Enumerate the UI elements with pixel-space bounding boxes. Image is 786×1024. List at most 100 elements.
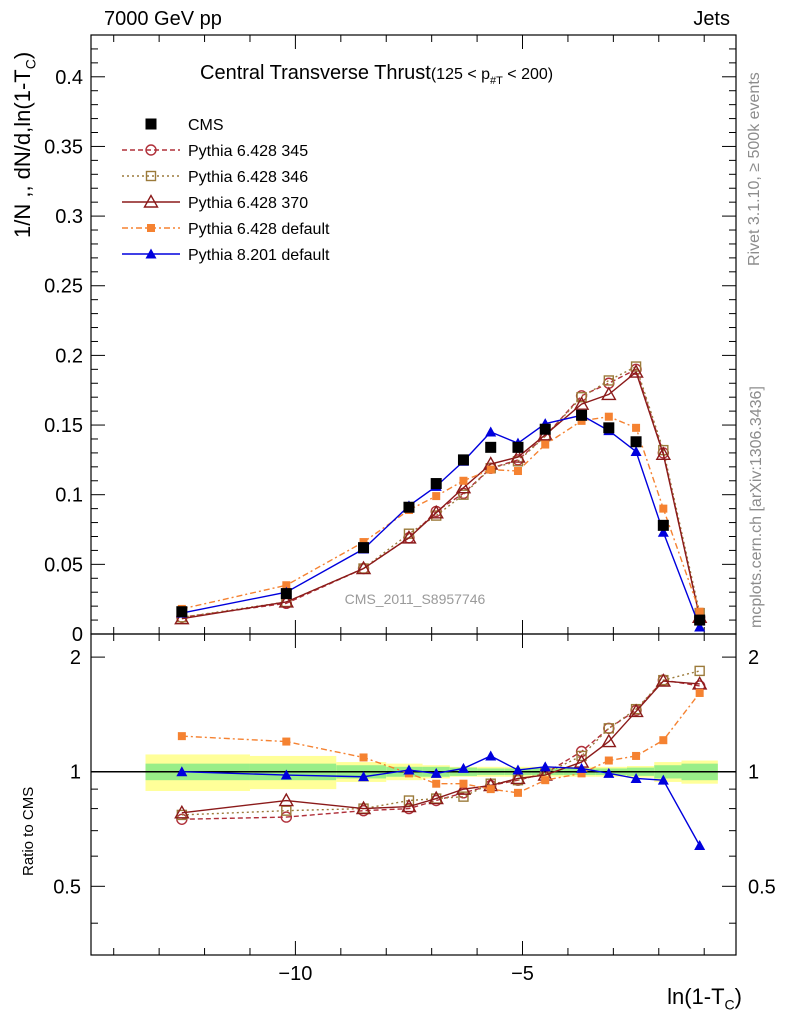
ratio-point-pythia-6-428-370 xyxy=(601,733,617,748)
chart-title-subscript: #T xyxy=(490,75,503,87)
legend-label-pythia-6-428-default: Pythia 6.428 default xyxy=(188,221,330,238)
x-axis-label: ln(1-TC) xyxy=(667,984,742,1012)
ratio-point-pythia-6-428-default xyxy=(513,788,522,797)
ratio-tick-label-left: 2 xyxy=(70,647,81,669)
point-pythia-6-428-default xyxy=(486,465,495,474)
distribution-panel: 0 0.05 0.1 0.15 0.2 0.25 0.3 0.35 0.4 CMS_2011_S8… xyxy=(44,34,737,646)
ratio-point-pythia-6-428-default xyxy=(604,756,613,765)
point-pythia-6-428-370 xyxy=(510,449,526,463)
y-tick-label: 0.3 xyxy=(55,206,83,228)
point-pythia-6-428-default xyxy=(513,467,522,476)
ratio-point-pythia-6-428-345 xyxy=(603,722,615,735)
y-tick-label: 0.1 xyxy=(55,485,83,507)
rivet-version-label: Rivet 3.1.10, ≥ 500k events xyxy=(746,72,763,266)
ratio-point-pythia-8-201-default xyxy=(358,771,370,782)
ratio-point-pythia-6-428-370 xyxy=(655,673,672,687)
x-tick-label: −10 xyxy=(278,963,312,985)
point-pythia-6-428-370 xyxy=(278,594,295,608)
y-axis-label-end: ) xyxy=(10,51,35,60)
legend-label-pythia-6-428-370: Pythia 6.428 370 xyxy=(188,195,308,212)
point-pythia-6-428-default xyxy=(459,476,468,485)
legend-label-cms: CMS xyxy=(188,117,224,134)
point-pythia-8-201-default xyxy=(485,426,497,437)
chart-title-suffix-end: < 200) xyxy=(502,66,554,83)
ratio-point-pythia-6-428-370 xyxy=(510,770,526,785)
ratio-point-pythia-6-428-default xyxy=(695,688,704,697)
ratio-panel-frame xyxy=(90,633,737,956)
ratio-point-pythia-6-428-default xyxy=(177,732,186,741)
ratio-point-pythia-6-428-370 xyxy=(628,703,644,718)
ratio-point-pythia-6-428-default xyxy=(432,779,441,788)
point-pythia-6-428-370 xyxy=(355,560,372,575)
ratio-point-pythia-8-201-default xyxy=(512,764,524,775)
ratio-point-pythia-8-201-default xyxy=(603,767,615,778)
legend-label-pythia-8-201-default: Pythia 8.201 default xyxy=(188,247,330,264)
ratio-tick-label-left: 1 xyxy=(70,762,81,784)
point-pythia-6-428-346 xyxy=(458,489,469,500)
ratio-point-pythia-6-428-default xyxy=(577,769,586,778)
ratio-point-pythia-8-201-default xyxy=(280,769,292,780)
ratio-line-pythia-6-428-346 xyxy=(181,670,700,816)
point-cms xyxy=(694,614,706,626)
ratio-point-pythia-8-201-default xyxy=(485,750,497,761)
point-pythia-6-428-default xyxy=(577,416,586,425)
analysis-watermark: CMS_2011_S8957746 xyxy=(345,591,486,607)
point-cms xyxy=(280,588,292,600)
ratio-point-pythia-8-201-default xyxy=(403,764,415,775)
y-tick-label: 0.35 xyxy=(44,136,83,158)
point-pythia-6-428-370 xyxy=(628,364,644,378)
x-axis-label-subscript: C xyxy=(724,996,735,1013)
series-line-pythia-8-201-default xyxy=(181,414,701,628)
y-tick-label: 0 xyxy=(72,624,83,646)
point-pythia-6-428-370 xyxy=(601,386,617,401)
ratio-axis-label: Ratio to CMS xyxy=(20,786,37,876)
point-pythia-6-428-default xyxy=(659,504,668,513)
point-cms xyxy=(457,454,469,466)
y-axis-label: 1/N ,, dN/d,ln(1-TC) xyxy=(10,52,38,238)
point-pythia-6-428-370 xyxy=(455,479,472,494)
ratio-point-pythia-6-428-default xyxy=(659,736,668,745)
ratio-point-pythia-6-428-default xyxy=(632,751,641,760)
ratio-point-pythia-6-428-346 xyxy=(576,750,587,762)
y-tick-label: 0.2 xyxy=(55,345,83,367)
ratio-point-pythia-6-428-default xyxy=(486,785,495,794)
point-pythia-6-428-default xyxy=(282,581,291,590)
point-pythia-8-201-default xyxy=(630,446,642,457)
ratio-point-pythia-8-201-default xyxy=(457,762,469,773)
point-pythia-6-428-default xyxy=(632,423,641,432)
point-pythia-6-428-370 xyxy=(655,446,672,460)
ratio-point-pythia-6-428-345 xyxy=(280,811,293,823)
ratio-point-pythia-8-201-default xyxy=(630,772,642,783)
point-pythia-6-428-370 xyxy=(401,529,417,544)
point-pythia-8-201-default xyxy=(657,526,669,537)
point-pythia-6-428-default xyxy=(359,538,368,547)
point-cms xyxy=(358,542,370,554)
point-cms xyxy=(539,423,551,435)
legend-label-pythia-6-428-345: Pythia 6.428 345 xyxy=(188,143,308,160)
ratio-point-pythia-6-428-370 xyxy=(455,781,472,795)
chart-title-text: Central Transverse Thrust xyxy=(200,62,431,84)
ratio-point-pythia-6-428-default xyxy=(541,776,550,785)
mcplots-reference-label: mcplots.cern.ch [arXiv:1306.3436] xyxy=(748,386,765,628)
y-axis-label-subscript: C xyxy=(22,59,39,70)
ratio-point-pythia-8-201-default xyxy=(694,839,706,850)
ratio-point-pythia-6-428-346 xyxy=(403,795,415,806)
x-axis-label-text: ln(1-T xyxy=(667,984,725,1009)
point-cms xyxy=(657,519,669,531)
series-line-pythia-6-428-346 xyxy=(181,365,701,618)
chart-title: Central Transverse Thrust(125 < p#T < 20… xyxy=(200,62,553,87)
point-pythia-6-428-346 xyxy=(576,391,587,403)
ratio-point-pythia-6-428-default xyxy=(282,737,291,746)
legend-marker-cms xyxy=(145,118,157,130)
legend-marker-pythia-6-428-370 xyxy=(143,194,159,208)
y-axis-label-text: 1/N ,, dN/d,ln(1-T xyxy=(10,69,35,238)
y-tick-label: 0.25 xyxy=(44,276,83,298)
x-axis-label-end: ) xyxy=(734,984,742,1009)
ratio-line-pythia-6-428-default xyxy=(181,692,701,794)
chart-title-suffix: (125 < p xyxy=(430,66,490,83)
legend-marker-pythia-8-201-default xyxy=(145,248,157,259)
legend-marker-pythia-6-428-345 xyxy=(145,144,157,156)
ratio-point-pythia-6-428-370 xyxy=(174,804,190,819)
ratio-point-pythia-8-201-default xyxy=(430,767,442,778)
point-pythia-6-428-default xyxy=(604,412,613,421)
